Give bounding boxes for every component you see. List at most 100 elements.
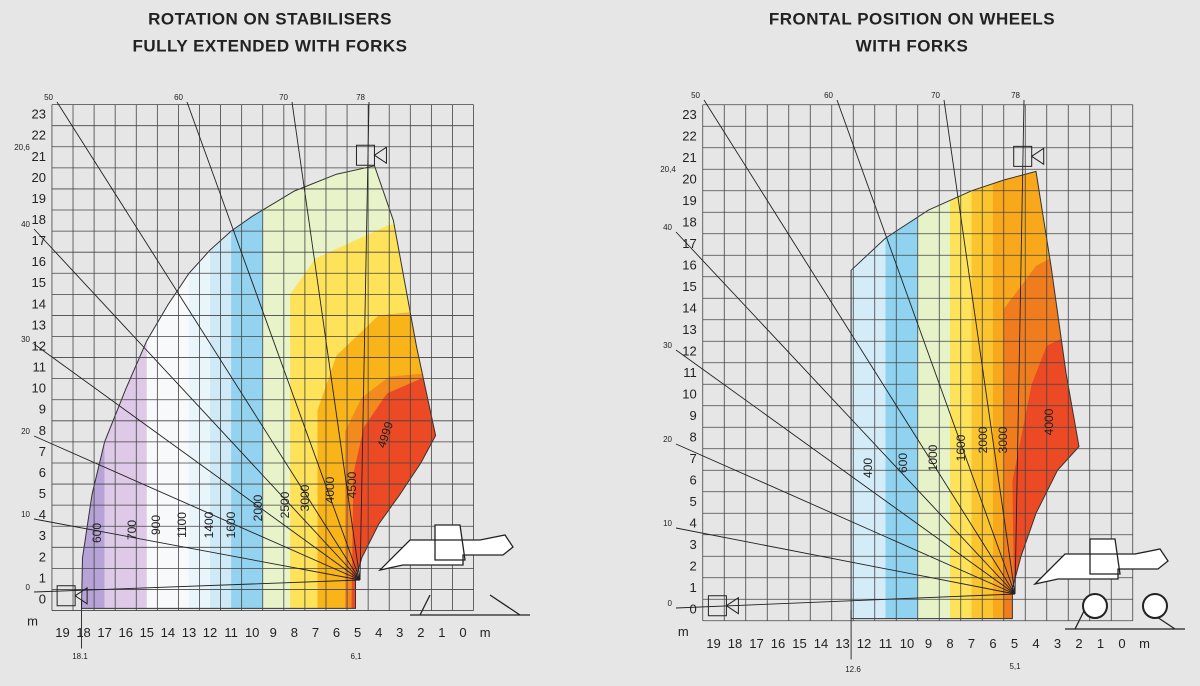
x-label: 14 xyxy=(161,625,175,640)
y-label: 16 xyxy=(682,257,696,272)
x-label: 4 xyxy=(1032,636,1039,651)
dimension-label: 20,6 xyxy=(14,143,30,152)
y-label: 4 xyxy=(690,515,697,530)
x-label: 8 xyxy=(946,636,953,651)
angle-label: 40 xyxy=(663,223,672,232)
dimension-label: 6,1 xyxy=(350,652,362,661)
x-label: 6 xyxy=(989,636,996,651)
zone-label: 600 xyxy=(90,523,104,543)
angle-ray xyxy=(359,101,370,581)
y-label: 6 xyxy=(690,472,697,487)
y-label: 9 xyxy=(39,402,46,417)
y-label: 6 xyxy=(39,465,46,480)
angle-label: 10 xyxy=(21,510,30,519)
x-label: 9 xyxy=(270,625,277,640)
y-label: 8 xyxy=(39,423,46,438)
angle-label: 50 xyxy=(44,93,53,102)
fork-icon xyxy=(707,595,739,617)
y-label: 4 xyxy=(39,507,46,522)
angle-label: 10 xyxy=(663,519,672,528)
x-label: 11 xyxy=(224,625,238,640)
angle-label: 60 xyxy=(824,91,833,100)
y-label: 19 xyxy=(31,191,45,206)
y-label: 10 xyxy=(682,386,696,401)
y-label: 11 xyxy=(683,365,697,380)
y-label: 22 xyxy=(682,128,696,143)
x-label: 14 xyxy=(814,636,828,651)
angle-ray xyxy=(33,518,361,581)
y-label: 14 xyxy=(31,296,45,311)
y-unit: m xyxy=(678,624,689,639)
angle-ray xyxy=(291,101,361,581)
angle-ray xyxy=(943,99,1016,595)
angle-label: 30 xyxy=(663,341,672,350)
x-label: 11 xyxy=(879,636,893,651)
x-label: 13 xyxy=(835,636,849,651)
fork-icon xyxy=(56,585,88,607)
x-unit: m xyxy=(1139,636,1150,651)
x-label: 1 xyxy=(1097,636,1104,651)
y-label: 11 xyxy=(32,360,46,375)
angle-ray xyxy=(33,228,361,581)
angle-ray xyxy=(33,579,361,593)
zone-label: 1600 xyxy=(954,434,968,461)
x-label: 8 xyxy=(291,625,298,640)
panel-title: FULLY EXTENDED WITH FORKS xyxy=(132,36,407,55)
y-label: 3 xyxy=(39,528,46,543)
angle-ray xyxy=(836,99,1016,595)
y-label: 7 xyxy=(690,451,697,466)
y-label: 20 xyxy=(682,171,696,186)
angle-label: 0 xyxy=(26,583,31,592)
zone-label: 1400 xyxy=(202,511,216,538)
x-label: 16 xyxy=(118,625,132,640)
angle-ray xyxy=(675,527,1016,595)
y-label: 17 xyxy=(682,236,696,251)
y-label: 13 xyxy=(682,322,696,337)
angle-ray xyxy=(675,443,1016,595)
y-label: 2 xyxy=(690,558,697,573)
y-label: 0 xyxy=(39,591,46,606)
x-label: 10 xyxy=(245,625,259,640)
angle-label: 60 xyxy=(174,93,183,102)
panel-title: FRONTAL POSITION ON WHEELS xyxy=(769,9,1055,28)
machine xyxy=(377,524,530,616)
x-label: 15 xyxy=(140,625,154,640)
zone-label: 3000 xyxy=(298,484,312,511)
angle-ray xyxy=(33,343,361,581)
y-label: 3 xyxy=(690,537,697,552)
fork-icon xyxy=(355,144,387,166)
y-label: 21 xyxy=(682,150,696,165)
wheel xyxy=(1142,593,1168,619)
angle-ray xyxy=(675,231,1016,595)
angle-label: 0 xyxy=(668,599,673,608)
angle-label: 20 xyxy=(663,435,672,444)
angle-ray xyxy=(186,101,361,581)
y-label: 17 xyxy=(31,233,45,248)
zone-label: 1100 xyxy=(175,512,189,538)
load-zone xyxy=(917,171,950,619)
angle-ray xyxy=(703,99,1016,595)
y-label: 23 xyxy=(31,107,45,122)
y-label: 14 xyxy=(682,300,696,315)
x-label: 12 xyxy=(203,625,217,640)
y-label: 0 xyxy=(690,601,697,616)
x-label: 9 xyxy=(925,636,932,651)
zone-label: 2000 xyxy=(251,494,265,521)
x-label: 12 xyxy=(857,636,871,651)
angle-label: 20 xyxy=(21,427,30,436)
zone-label: 2000 xyxy=(976,426,990,453)
zone-label: 2500 xyxy=(278,491,292,518)
zone-label: 700 xyxy=(125,520,139,540)
x-label: 10 xyxy=(900,636,914,651)
x-label: 7 xyxy=(968,636,975,651)
y-label: 23 xyxy=(682,107,696,122)
x-label: 6 xyxy=(333,625,340,640)
y-label: 9 xyxy=(690,408,697,423)
zone-label: 600 xyxy=(896,453,910,473)
angle-ray xyxy=(1014,99,1025,595)
x-unit: m xyxy=(480,625,491,640)
y-label: 13 xyxy=(31,317,45,332)
zone-label: 1000 xyxy=(926,444,940,471)
